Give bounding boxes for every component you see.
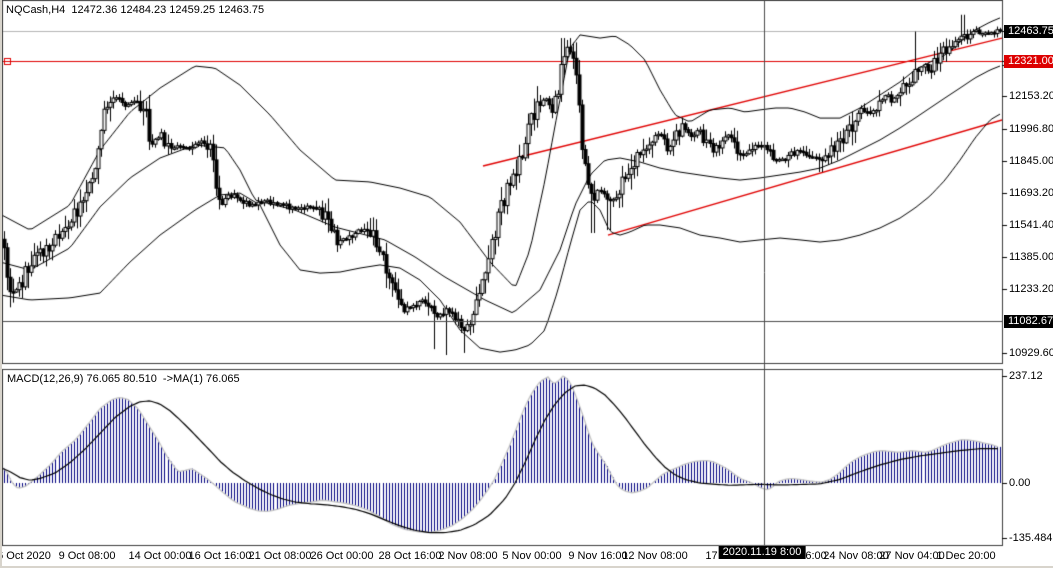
time-tick: 12 Nov 08:00 [622, 550, 688, 562]
price-tick-11385.00: 11385.00 [1009, 250, 1053, 263]
current-price-label-box: 12463.75 [1004, 24, 1053, 38]
time-tick: 16 Oct 16:00 [188, 550, 252, 562]
price-tick-11541.40: 11541.40 [1009, 218, 1053, 231]
window-edge-left [0, 0, 2, 568]
macd-tick-0.00: 0.00 [1009, 476, 1031, 489]
time-tick: 21 Oct 08:00 [248, 550, 312, 562]
price-tick-11693.20: 11693.20 [1009, 186, 1053, 199]
hline-price-label-box[interactable]: 12321.00 [1004, 54, 1053, 68]
symbol-ohlc-info: NQCash,H4 12472.36 12484.23 12459.25 124… [6, 4, 265, 16]
time-tick: 28 Oct 16:00 [378, 550, 442, 562]
macd-tick--135.484: -135.484 [1009, 531, 1053, 544]
time-tick: 14 Oct 00:00 [128, 550, 192, 562]
time-tick: 16:00 [799, 550, 827, 562]
window-edge-bottom [0, 566, 1053, 568]
price-tick-11845.00: 11845.00 [1009, 154, 1053, 167]
crosshair-date-label-box: 2020.11.19 8:00 [718, 546, 806, 559]
price-tick-11233.20: 11233.20 [1009, 282, 1053, 295]
time-tick: 26 Oct 00:00 [310, 550, 374, 562]
time-tick: 6 Oct 2020 [0, 550, 51, 562]
price-tick-10929.60: 10929.60 [1009, 346, 1053, 359]
time-tick: 5 Nov 00:00 [502, 550, 562, 562]
crosshair-price-label-box: 11082.67 [1004, 314, 1053, 328]
price-tick-12153.20: 12153.20 [1009, 89, 1053, 102]
time-tick: 2 Nov 08:00 [438, 550, 498, 562]
macd-tick-237.12: 237.12 [1009, 369, 1043, 382]
time-tick: 9 Oct 08:00 [58, 550, 116, 562]
time-tick: 27 Nov 04:00 [879, 550, 945, 562]
price-tick-11996.80: 11996.80 [1009, 122, 1053, 135]
time-tick: 9 Nov 16:00 [568, 550, 628, 562]
time-tick: 24 Nov 08:00 [823, 550, 889, 562]
time-tick: 1 Dec 20:00 [936, 550, 996, 562]
macd-indicator-label: MACD(12,26,9) 76.065 80.510 ->MA(1) 76.0… [7, 373, 240, 385]
